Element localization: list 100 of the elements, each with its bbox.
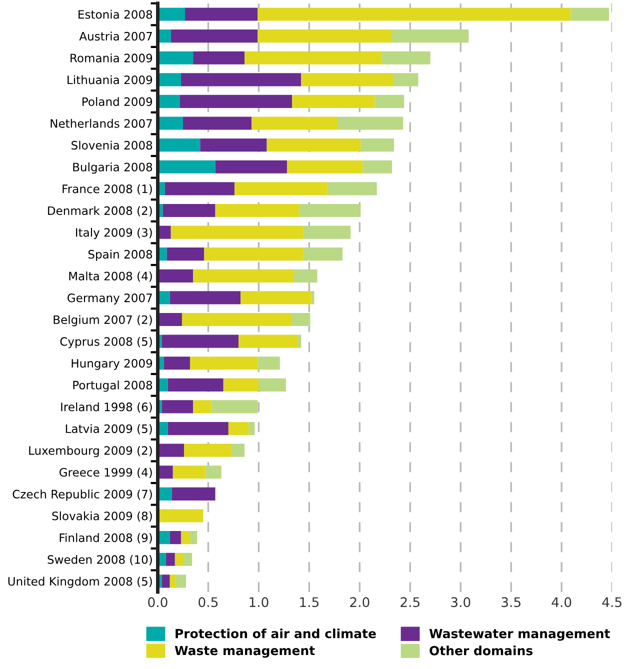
bar [184,444,232,457]
bar [228,422,249,436]
y-tick-label: Bulgaria 2008 [73,162,152,174]
bar [298,334,302,348]
x-tick-label: 0.0 [148,597,168,608]
bar [166,248,204,261]
x-tick-label: 0.5 [198,597,218,608]
bar [158,73,181,86]
y-tick-label: Germany 2007 [68,294,152,304]
bar [170,291,241,304]
bar [374,94,404,108]
bar [303,226,351,239]
bar [299,204,361,218]
bar [172,487,216,500]
y-tick-label: Finland 2008 (9) [60,533,152,544]
legend-label: Wastewater management [429,628,610,641]
bar [164,356,190,370]
bar [193,51,245,64]
bar [266,138,361,152]
y-tick-label: Cyprus 2008 (5) [60,336,152,348]
bar [215,160,287,174]
bar [193,400,212,414]
bar [337,116,404,130]
bar [180,73,302,86]
x-tick-label: 1.0 [250,597,268,608]
y-tick-label: Latvia 2009 (5) [66,424,152,434]
y-tick-label: Estonia 2008 [78,10,152,19]
bar [164,182,234,196]
x-tick-label: 3.5 [502,597,520,608]
bar [158,444,184,457]
bar [286,160,363,174]
bar [211,400,258,414]
bar [294,269,318,282]
legend-label: Other domains [430,646,533,656]
bar [182,116,252,130]
x-tick-label: 4.0 [552,597,572,608]
bar [362,160,392,174]
bar [168,378,224,392]
x-tick-label: 1.5 [300,597,319,608]
bar [360,138,394,152]
bar [185,8,258,21]
y-tick-label: Luxembourg 2009 (2) [29,446,152,458]
x-tick-label: 3.0 [451,597,470,608]
bar [158,269,194,282]
bar [162,574,170,588]
bar [180,531,190,544]
bar [168,422,228,436]
bar [158,116,183,130]
y-tick-label: United Kingdom 2008 (5) [8,576,152,588]
y-tick-label: Ireland 1998 (6) [61,402,152,413]
x-tick-label: 2.0 [350,597,370,608]
y-tick-label: Portugal 2008 [73,380,152,392]
bar [258,356,280,370]
y-tick-label: Spain 2008 [88,250,152,261]
bar [215,204,300,218]
y-tick-label: Poland 2009 [82,97,152,106]
bar [170,30,258,43]
bar [162,334,239,348]
bar [162,400,194,414]
bar [172,466,206,479]
y-tick-label: Hungary 2009 [72,358,152,370]
bar [182,552,192,566]
bar [303,248,343,261]
bar [200,138,267,152]
bar [392,30,469,43]
bar [570,8,610,21]
y-tick-label: France 2008 (1) [62,184,152,195]
y-tick-label: Slovenia 2008 [72,140,152,150]
y-tick-label: Czech Republic 2009 (7) [12,490,152,501]
y-tick-label: Belgium 2007 (2) [54,315,152,326]
bar [182,312,292,326]
bar [292,94,375,108]
bar [193,269,294,282]
y-tick-label: Greece 1999 (4) [60,468,152,478]
legend-label: Waste management [174,646,315,658]
bar [190,531,198,544]
bar [258,378,286,392]
bar [244,51,382,64]
y-tick-label: Lithuania 2009 [68,75,152,84]
bar [176,574,186,588]
bar [190,356,258,370]
bar [327,182,377,196]
bar [258,30,392,43]
bar [252,116,338,130]
x-tick-label: 2.5 [400,597,420,608]
bar [382,51,430,64]
bar [162,204,216,218]
bar [170,531,181,544]
y-tick-label: Malta 2008 (4) [69,272,152,282]
bar [174,552,183,566]
y-tick-label: Sweden 2008 (10) [48,554,152,566]
bar [301,73,393,86]
bar [158,160,216,174]
bar [234,182,328,196]
bar [180,94,292,108]
bar [204,248,304,261]
bar [158,8,186,21]
legend-label: Protection of air and climate [176,628,376,638]
y-tick-label: Austria 2007 [79,32,152,41]
bar [248,422,255,436]
